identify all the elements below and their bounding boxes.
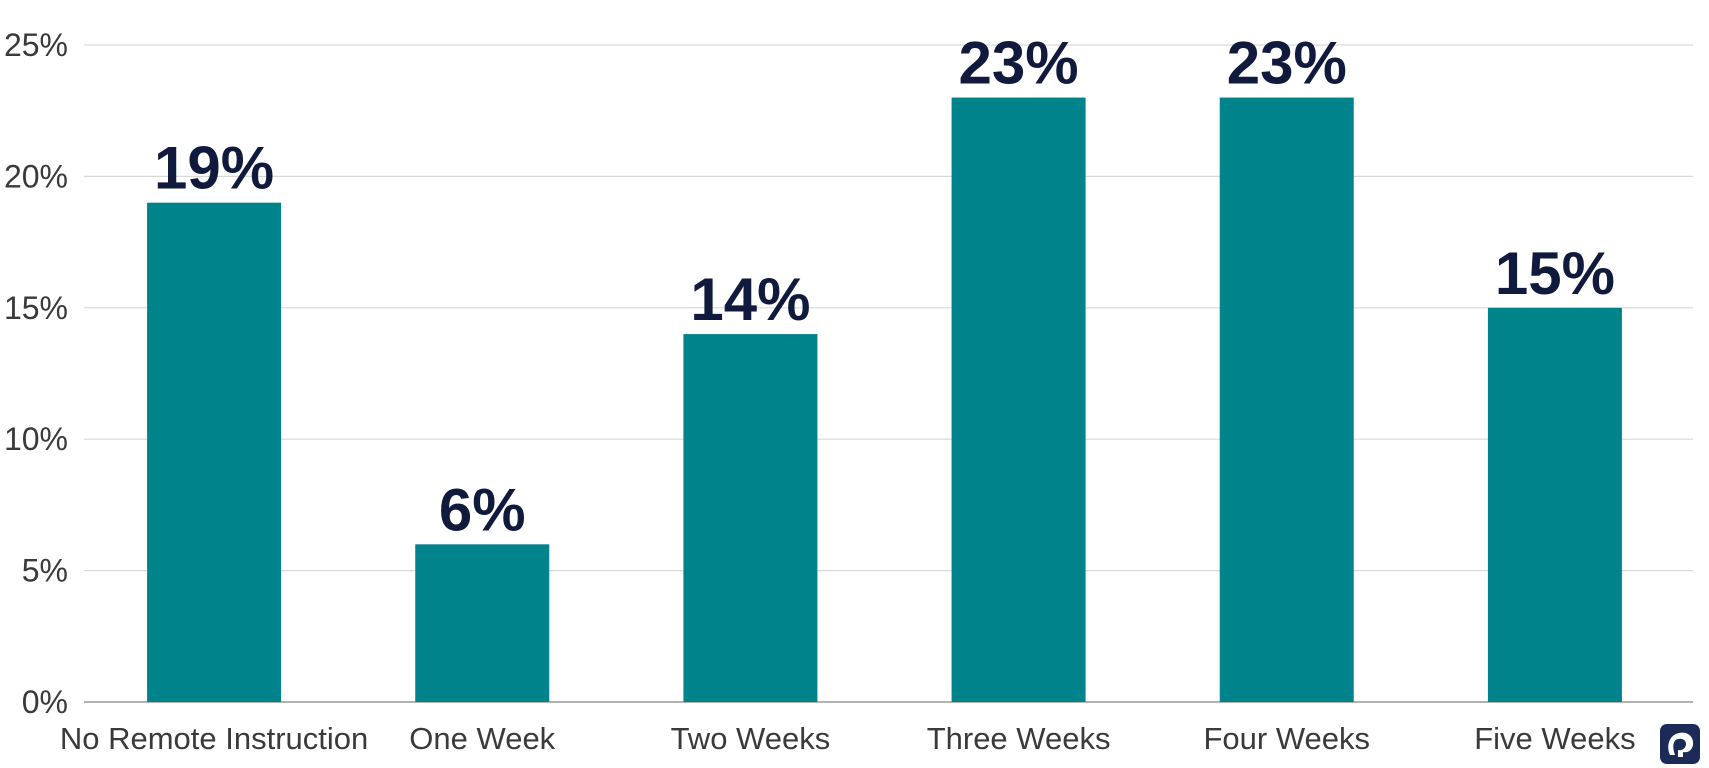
gridlines <box>84 44 1693 703</box>
bar <box>951 97 1086 702</box>
bar <box>683 334 818 702</box>
bars <box>147 97 1622 702</box>
y-tick-label: 20% <box>4 158 68 194</box>
bar <box>147 202 282 702</box>
y-axis-ticks: 0% 5% 10% 15% 20% 25% <box>4 27 68 720</box>
data-label: 14% <box>690 266 810 333</box>
data-label: 23% <box>959 30 1079 97</box>
category-label: Five Weeks <box>1474 721 1635 756</box>
x-axis-categories: No Remote Instruction One Week Two Weeks Th… <box>60 721 1636 756</box>
bar <box>1487 307 1622 702</box>
data-labels: 19% 6% 14% 23% 23% 15% <box>154 30 1615 544</box>
data-label: 15% <box>1495 240 1615 307</box>
y-tick-label: 15% <box>4 290 68 326</box>
y-tick-label: 0% <box>22 684 68 720</box>
category-label: No Remote Instruction <box>60 721 368 756</box>
y-tick-label: 5% <box>22 553 68 589</box>
y-tick-label: 25% <box>4 27 68 63</box>
category-label: Three Weeks <box>927 721 1111 756</box>
data-label: 6% <box>439 476 526 543</box>
bar <box>1219 97 1354 702</box>
category-label: One Week <box>409 721 555 756</box>
category-label: Two Weeks <box>671 721 831 756</box>
category-label: Four Weeks <box>1203 721 1370 756</box>
elephant-logo-icon <box>1660 724 1700 764</box>
data-label: 19% <box>154 135 274 202</box>
data-label: 23% <box>1227 30 1347 97</box>
y-tick-label: 10% <box>4 421 68 457</box>
bar <box>415 544 550 702</box>
